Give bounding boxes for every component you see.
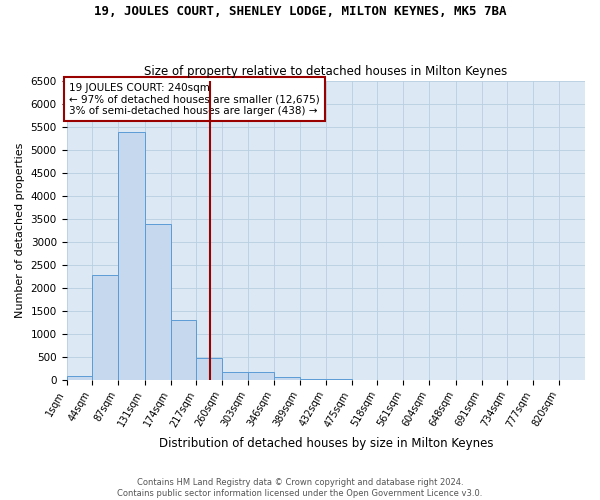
Title: Size of property relative to detached houses in Milton Keynes: Size of property relative to detached ho… <box>144 66 508 78</box>
Text: 19, JOULES COURT, SHENLEY LODGE, MILTON KEYNES, MK5 7BA: 19, JOULES COURT, SHENLEY LODGE, MILTON … <box>94 5 506 18</box>
Text: Contains HM Land Registry data © Crown copyright and database right 2024.
Contai: Contains HM Land Registry data © Crown c… <box>118 478 482 498</box>
Text: 19 JOULES COURT: 240sqm
← 97% of detached houses are smaller (12,675)
3% of semi: 19 JOULES COURT: 240sqm ← 97% of detache… <box>69 82 320 116</box>
Bar <box>67 376 92 380</box>
Bar <box>118 132 145 380</box>
Bar <box>300 379 326 380</box>
Y-axis label: Number of detached properties: Number of detached properties <box>15 142 25 318</box>
Bar <box>223 372 248 380</box>
Bar <box>248 372 274 380</box>
X-axis label: Distribution of detached houses by size in Milton Keynes: Distribution of detached houses by size … <box>158 437 493 450</box>
Bar <box>92 276 118 380</box>
Bar <box>145 224 170 380</box>
Bar <box>274 378 300 380</box>
Bar <box>170 320 196 380</box>
Bar <box>196 358 223 380</box>
